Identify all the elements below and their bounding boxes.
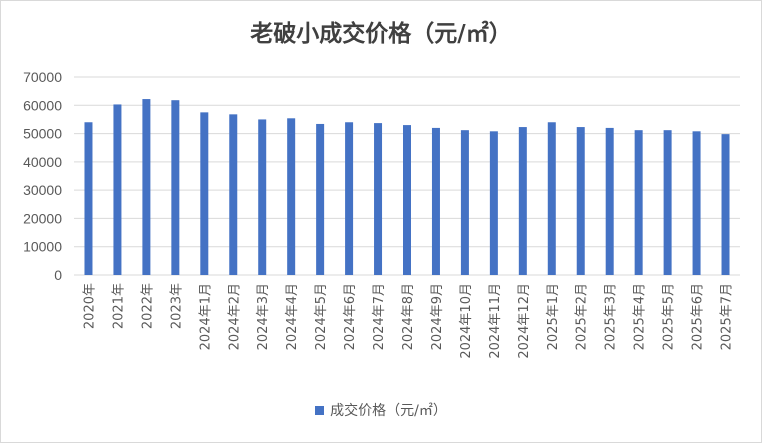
bar [287, 118, 296, 275]
y-tick-label: 70000 [23, 69, 62, 85]
bar [547, 122, 556, 275]
bar [721, 134, 730, 275]
y-axis-ticks: 0 10000 20000 30000 40000 50000 60000 70000 [23, 69, 62, 283]
bar [518, 127, 527, 276]
x-tick-label: 2025年1月 [546, 283, 561, 350]
x-tick-label: 2024年12月 [517, 283, 532, 359]
x-tick-label: 2024年4月 [285, 283, 300, 350]
y-tick-label: 40000 [23, 154, 62, 170]
legend-swatch [315, 405, 325, 415]
x-tick-label: 2024年5月 [314, 283, 329, 350]
bar [460, 130, 469, 275]
bar [258, 119, 267, 275]
bar [489, 131, 498, 275]
x-tick-label: 2024年8月 [401, 283, 416, 350]
chart-title: 老破小成交价格（元/㎡） [250, 20, 512, 47]
bar [229, 114, 238, 275]
x-tick-label: 2023年 [169, 283, 184, 329]
x-tick-label: 2024年3月 [256, 283, 271, 350]
bar [403, 125, 411, 275]
x-tick-label: 2022年 [140, 283, 155, 329]
y-tick-label: 30000 [23, 182, 62, 198]
x-tick-label: 2021年 [111, 283, 126, 329]
bar [605, 127, 614, 276]
x-tick-label: 2024年6月 [343, 283, 358, 350]
bar [431, 127, 440, 276]
legend-label: 成交价格（元/㎡） [330, 403, 447, 419]
y-tick-label: 20000 [23, 210, 62, 226]
bar [316, 123, 325, 275]
x-tick-label: 2024年9月 [430, 283, 445, 350]
bar [692, 131, 701, 275]
x-tick-label: 2025年5月 [662, 283, 677, 350]
x-tick-label: 2024年10月 [459, 283, 474, 359]
bar [84, 122, 93, 275]
bar [663, 130, 672, 275]
x-tick-label: 2025年6月 [691, 283, 706, 350]
bar [634, 130, 643, 275]
bar [200, 112, 209, 275]
x-tick-label: 2024年2月 [227, 283, 242, 350]
y-tick-label: 10000 [23, 239, 62, 255]
bar [142, 99, 151, 275]
bar [171, 100, 180, 276]
x-tick-label: 2024年7月 [372, 283, 387, 350]
x-axis-ticks: 2020年 2021年 2022年 2023年 2024年1月 2024年2月 2024年3… [82, 283, 734, 359]
x-tick-label: 2025年4月 [633, 283, 648, 350]
y-tick-label: 0 [54, 267, 62, 283]
bar [374, 123, 383, 275]
y-tick-label: 60000 [23, 97, 62, 113]
y-tick-label: 50000 [23, 126, 62, 142]
bars [84, 99, 730, 276]
x-tick-label: 2020年 [82, 283, 97, 329]
x-tick-label: 2025年2月 [575, 283, 590, 350]
legend: 成交价格（元/㎡） [0, 400, 762, 420]
x-tick-label: 2024年11月 [488, 283, 503, 359]
x-tick-label: 2025年7月 [720, 283, 735, 350]
bar [345, 122, 354, 275]
bar [576, 127, 585, 276]
x-tick-label: 2025年3月 [604, 283, 619, 350]
x-tick-label: 2024年1月 [198, 283, 213, 350]
bar [113, 104, 122, 276]
